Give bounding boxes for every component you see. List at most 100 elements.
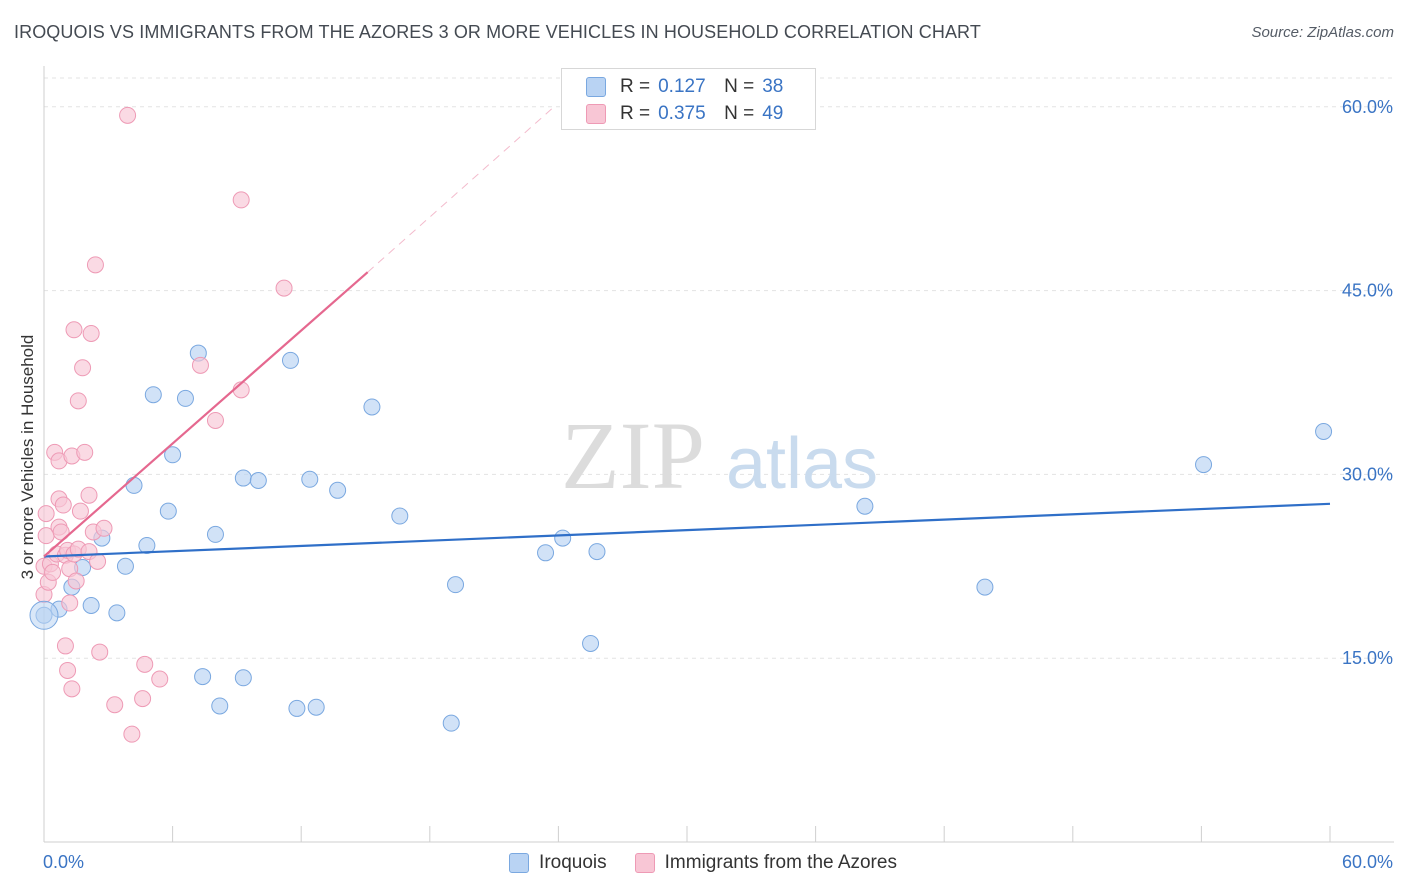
y-tick-labels: 15.0% 30.0% 45.0% 60.0% [1342, 97, 1393, 668]
trend-line-blue [43, 502, 1331, 558]
data-point-pink [71, 502, 89, 520]
data-point-blue [329, 481, 347, 499]
data-point-blue [976, 578, 994, 596]
stats-row-azores: R = 0.375 N = 49 [586, 101, 783, 127]
data-point-blue [307, 698, 325, 716]
x-tick-label-min: 0.0% [43, 852, 85, 872]
blue-swatch [586, 77, 606, 97]
r-value: 0.127 [658, 76, 706, 97]
data-point-blue [176, 389, 194, 407]
data-point-blue [856, 497, 874, 515]
data-point-blue [164, 446, 182, 464]
data-point-blue [447, 576, 465, 594]
legend: Iroquois Immigrants from the Azores [0, 852, 1406, 874]
data-point-pink [191, 356, 209, 374]
data-point-pink [37, 505, 55, 523]
legend-item-azores[interactable]: Immigrants from the Azores [634, 852, 897, 874]
stats-box: R = 0.127 N = 38 R = 0.375 N = 49 [561, 68, 816, 130]
data-point-blue [138, 536, 156, 554]
data-point-blue [116, 557, 134, 575]
axes [43, 66, 1394, 843]
data-point-pink [136, 655, 154, 673]
data-point-pink [91, 643, 109, 661]
data-point-pink [80, 486, 98, 504]
data-point-pink [275, 279, 293, 297]
legend-label: Iroquois [539, 852, 607, 873]
data-point-blue-cluster [29, 600, 59, 630]
data-point-pink [106, 696, 124, 714]
data-point-blue [211, 697, 229, 715]
data-point-blue [144, 386, 162, 404]
data-point-blue [194, 668, 212, 686]
legend-swatch-pink [634, 853, 655, 873]
data-point-blue [281, 351, 299, 369]
x-tick-label-max: 60.0% [1341, 852, 1393, 872]
data-point-pink [151, 670, 169, 688]
data-point-pink [63, 680, 81, 698]
data-point-pink [123, 725, 141, 743]
data-point-pink [61, 594, 79, 612]
data-point-pink [59, 661, 77, 679]
data-point-pink [95, 519, 113, 537]
r-label: R = [620, 76, 651, 97]
gridlines [44, 77, 1394, 659]
legend-label: Immigrants from the Azores [664, 852, 897, 873]
trend-lines [43, 106, 1331, 558]
n-value: 49 [762, 103, 784, 124]
y-tick-label: 60.0% [1342, 97, 1393, 117]
data-point-blue [391, 507, 409, 525]
data-point-pink [74, 359, 92, 377]
n-label: N = [724, 103, 755, 124]
trend-line-pink [43, 271, 369, 558]
data-point-pink [86, 256, 104, 274]
data-point-blue [288, 699, 306, 717]
pink-swatch [586, 104, 606, 124]
legend-item-iroquois[interactable]: Iroquois [509, 852, 607, 874]
data-point-pink [119, 106, 137, 124]
legend-swatch-blue [509, 853, 530, 873]
data-point-blue [588, 543, 606, 561]
n-label: N = [724, 76, 755, 97]
data-point-blue [1315, 422, 1333, 440]
data-point-pink [44, 563, 62, 581]
data-point-pink [89, 552, 107, 570]
r-value: 0.375 [658, 103, 706, 124]
n-value: 38 [762, 76, 784, 97]
data-point-blue [582, 634, 600, 652]
source-label: Source: ZipAtlas.com [1251, 24, 1394, 41]
y-tick-label: 45.0% [1342, 281, 1393, 301]
data-point-blue [234, 469, 252, 487]
data-point-pink [76, 443, 94, 461]
data-point-blue [442, 714, 460, 732]
stats-row-iroquois: R = 0.127 N = 38 [586, 74, 783, 100]
chart-title: IROQUOIS VS IMMIGRANTS FROM THE AZORES 3… [14, 22, 981, 42]
data-point-blue [82, 596, 100, 614]
data-point-pink [82, 324, 100, 342]
watermark: ZIP atlas [561, 402, 878, 509]
data-point-blue [125, 476, 143, 494]
data-point-blue [554, 529, 572, 547]
data-point-blue [301, 470, 319, 488]
y-axis-label: 3 or more Vehicles in Household [18, 334, 37, 580]
watermark-zip: ZIP [561, 402, 705, 509]
data-point-blue [206, 525, 224, 543]
data-point-pink [206, 411, 224, 429]
data-point-blue [249, 472, 267, 490]
watermark-atlas: atlas [726, 424, 878, 504]
data-point-pink [69, 392, 87, 410]
data-point-blue [234, 669, 252, 687]
data-point-pink [134, 690, 152, 708]
trend-extension-pink [367, 106, 555, 273]
data-point-blue [108, 604, 126, 622]
data-point-pink [232, 191, 250, 209]
data-point-pink [54, 496, 72, 514]
y-tick-label: 30.0% [1342, 464, 1393, 484]
data-point-blue [159, 502, 177, 520]
y-tick-label: 15.0% [1342, 648, 1393, 668]
r-label: R = [620, 103, 651, 124]
data-point-blue [537, 544, 555, 562]
data-point-blue [363, 398, 381, 416]
data-point-pink [56, 637, 74, 655]
data-point-blue [1195, 456, 1213, 474]
